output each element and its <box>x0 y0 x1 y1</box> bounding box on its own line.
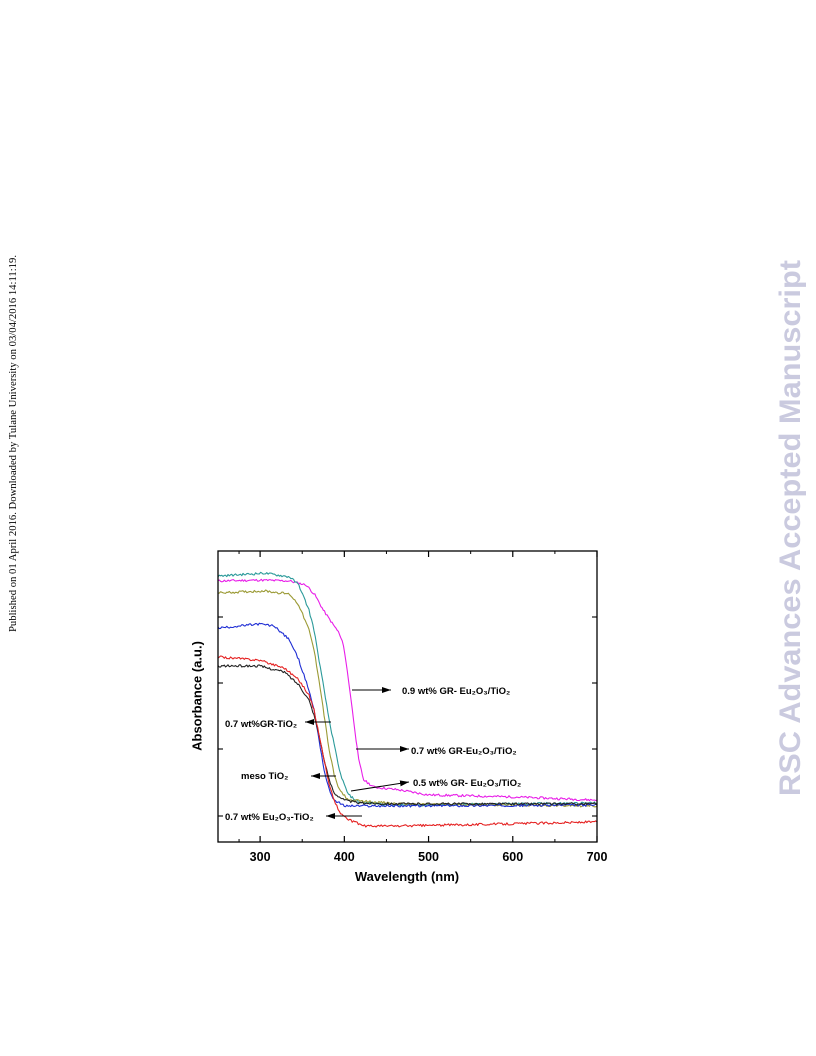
series-label: 0.7 wt% Eu₂O₃-TiO₂ <box>225 812 314 823</box>
series-annotations: 0.9 wt% GR- Eu₂O₃/TiO₂ 0.7 wt% GR-Eu₂O₃/T… <box>225 686 521 823</box>
axis-ticks: 300 400 500 600 700 <box>218 551 607 864</box>
series-label: 0.9 wt% GR- Eu₂O₃/TiO₂ <box>402 686 510 697</box>
absorbance-chart: 300 400 500 600 700 0.9 wt% GR- Eu₂O₃/TiO₂0.… <box>190 550 607 884</box>
annotation-arrow <box>350 780 410 792</box>
x-axis-label: Wavelength (nm) <box>355 869 459 884</box>
absorbance-curve-1 <box>217 578 598 802</box>
x-tick-label: 300 <box>250 850 271 864</box>
absorbance-curve-4 <box>217 622 598 808</box>
x-tick-label: 700 <box>587 850 608 864</box>
series-label: 0.7 wt% GR-Eu₂O₃/TiO₂ <box>411 746 517 757</box>
absorbance-curve-2 <box>217 571 598 807</box>
absorbance-curve-5 <box>217 664 598 806</box>
plot-frame <box>217 550 598 843</box>
x-tick-label: 500 <box>418 850 439 864</box>
absorbance-curve-6 <box>217 655 598 828</box>
publication-note: Published on 01 April 2016. Downloaded b… <box>8 255 19 632</box>
journal-watermark: RSC Advances Accepted Manuscript <box>774 260 807 796</box>
y-axis-label: Absorbance (a.u.) <box>190 641 205 751</box>
x-tick-label: 600 <box>502 850 523 864</box>
curves-layer <box>217 571 598 828</box>
series-label: 0.5 wt% GR- Eu₂O₃/TiO₂ <box>413 778 521 789</box>
series-label: 0.7 wt%GR-TiO₂ <box>225 719 297 730</box>
x-tick-label: 400 <box>334 850 355 864</box>
series-label: meso TiO₂ <box>241 771 288 782</box>
